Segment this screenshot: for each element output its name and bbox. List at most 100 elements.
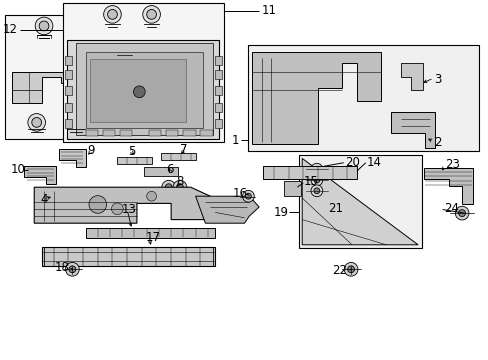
Text: 21: 21 (328, 202, 343, 215)
Circle shape (35, 17, 53, 35)
Bar (248, 45, 478, 151)
Text: 8: 8 (176, 175, 183, 188)
Circle shape (313, 166, 319, 172)
Circle shape (347, 266, 354, 273)
Polygon shape (65, 86, 72, 95)
Bar (5, 15, 120, 139)
Text: 17: 17 (145, 231, 161, 244)
Text: 16: 16 (232, 187, 247, 200)
Polygon shape (195, 196, 259, 223)
Circle shape (162, 180, 175, 194)
Polygon shape (85, 228, 215, 238)
Polygon shape (65, 103, 72, 112)
Polygon shape (161, 153, 195, 160)
Polygon shape (85, 130, 98, 136)
Polygon shape (200, 130, 212, 136)
Circle shape (67, 114, 84, 131)
Circle shape (176, 184, 183, 191)
Text: 9: 9 (87, 144, 94, 157)
Polygon shape (215, 103, 222, 112)
Polygon shape (24, 166, 56, 184)
Bar (299, 155, 421, 248)
Polygon shape (59, 149, 85, 167)
Text: 15: 15 (304, 175, 318, 188)
Text: 11: 11 (261, 4, 276, 17)
Text: 5: 5 (128, 145, 135, 158)
Text: 23: 23 (444, 158, 459, 171)
Circle shape (310, 163, 322, 175)
Polygon shape (144, 167, 178, 176)
Text: 18: 18 (55, 261, 69, 274)
Circle shape (69, 266, 76, 273)
Polygon shape (149, 130, 161, 136)
Circle shape (39, 21, 49, 31)
Text: 3: 3 (433, 73, 441, 86)
Bar (62, 3, 224, 142)
Polygon shape (34, 187, 210, 223)
Polygon shape (85, 52, 203, 128)
Polygon shape (283, 181, 300, 196)
Polygon shape (183, 130, 195, 136)
Circle shape (107, 9, 117, 19)
Circle shape (458, 210, 465, 217)
Text: 7: 7 (180, 143, 187, 156)
Circle shape (133, 86, 145, 98)
Circle shape (146, 191, 156, 201)
Text: 10: 10 (11, 163, 25, 176)
Circle shape (310, 174, 322, 186)
Text: 22: 22 (332, 264, 347, 276)
Polygon shape (76, 43, 212, 135)
Polygon shape (41, 247, 215, 266)
Circle shape (65, 262, 79, 276)
Polygon shape (215, 70, 222, 79)
Polygon shape (215, 86, 222, 95)
Polygon shape (120, 130, 132, 136)
Polygon shape (166, 130, 178, 136)
Circle shape (310, 185, 322, 197)
Circle shape (111, 203, 123, 215)
Text: 2: 2 (433, 136, 441, 149)
Circle shape (165, 184, 172, 191)
Polygon shape (102, 130, 115, 136)
Polygon shape (302, 158, 417, 245)
Circle shape (313, 177, 319, 183)
Polygon shape (117, 157, 151, 164)
Text: 1: 1 (232, 134, 239, 147)
Polygon shape (90, 59, 185, 122)
Circle shape (71, 117, 81, 127)
Polygon shape (400, 63, 422, 90)
Polygon shape (215, 119, 222, 128)
Circle shape (146, 9, 156, 19)
Circle shape (454, 206, 468, 220)
Text: 6: 6 (166, 163, 173, 176)
Text: 13: 13 (121, 203, 136, 216)
Polygon shape (12, 72, 76, 103)
Text: 14: 14 (366, 156, 381, 168)
Circle shape (118, 43, 131, 57)
Polygon shape (215, 56, 222, 65)
Polygon shape (65, 70, 72, 79)
Polygon shape (65, 56, 72, 65)
Text: 20: 20 (344, 156, 359, 168)
Circle shape (142, 6, 160, 23)
Circle shape (242, 190, 254, 202)
Text: 24: 24 (443, 202, 458, 215)
Polygon shape (263, 166, 356, 179)
Text: 4: 4 (40, 193, 47, 206)
Circle shape (28, 114, 45, 131)
Circle shape (103, 6, 121, 23)
Circle shape (344, 262, 357, 276)
Circle shape (173, 180, 186, 194)
Polygon shape (65, 119, 72, 128)
Polygon shape (390, 112, 434, 148)
Text: 12: 12 (2, 23, 18, 36)
Circle shape (313, 188, 319, 194)
Text: 19: 19 (273, 206, 288, 219)
Circle shape (32, 117, 41, 127)
Polygon shape (67, 40, 219, 139)
Polygon shape (424, 168, 472, 204)
Circle shape (245, 193, 251, 199)
Circle shape (89, 196, 106, 213)
Polygon shape (251, 52, 381, 144)
Circle shape (121, 46, 128, 53)
